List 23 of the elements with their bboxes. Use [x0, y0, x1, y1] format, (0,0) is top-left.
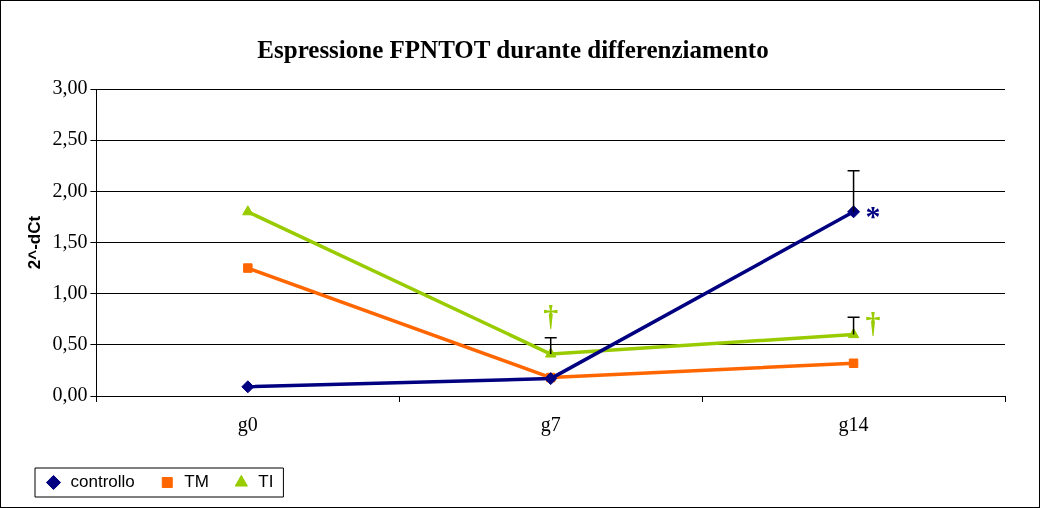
point [242, 205, 254, 216]
x-tick-label: g7 [540, 413, 561, 437]
annotation: * [865, 198, 881, 232]
chart-title: Espressione FPNTOT durante differenziamento [257, 36, 769, 64]
y-tick-label: 2,50 [52, 127, 88, 150]
y-tick-label: 3,00 [52, 76, 88, 99]
y-tick-label: 0,50 [52, 332, 88, 355]
point [241, 380, 255, 394]
annotation: † [865, 306, 881, 340]
x-tick-label: g0 [237, 413, 258, 437]
legend-label: controllo [70, 472, 135, 492]
y-tick-label: 2,00 [52, 178, 88, 201]
point [848, 358, 859, 368]
y-tick-label: 1,00 [52, 280, 88, 303]
annotation: † [543, 299, 559, 333]
point [243, 263, 253, 273]
point [847, 205, 861, 219]
legend-label: TM [184, 472, 209, 492]
x-tick-label: g14 [838, 413, 869, 437]
y-tick-label: 1,50 [52, 229, 88, 252]
y-axis-title: 2^-dCt [24, 215, 44, 270]
legend-label: TI [258, 472, 274, 492]
y-tick-label: 0,00 [52, 383, 88, 406]
